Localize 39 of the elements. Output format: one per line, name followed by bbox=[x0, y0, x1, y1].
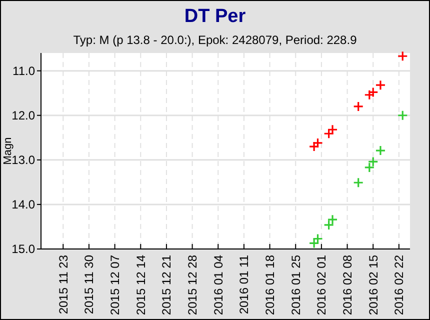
y-tick-label: 15.0 bbox=[12, 242, 36, 256]
x-tick-label: 2016 02 01 bbox=[314, 254, 329, 316]
point bbox=[353, 177, 364, 188]
x-tick-label: 2016 01 04 bbox=[211, 254, 226, 316]
point bbox=[364, 90, 375, 100]
point bbox=[375, 145, 386, 156]
y-tick-label: 13.0 bbox=[12, 153, 36, 168]
y-tick-label: 12.0 bbox=[12, 108, 36, 123]
x-tick-label: 2016 01 18 bbox=[262, 254, 277, 316]
x-tick-label: 2015 12 14 bbox=[134, 254, 148, 316]
x-tick-label: 2015 11 30 bbox=[82, 254, 96, 314]
x-tick-label: 2016 02 22 bbox=[392, 254, 406, 316]
point bbox=[327, 124, 338, 135]
point bbox=[327, 214, 338, 225]
x-tick-label: 2015 12 21 bbox=[160, 254, 174, 316]
point bbox=[308, 141, 320, 152]
point bbox=[324, 220, 334, 230]
x-tick-label: 2015 11 23 bbox=[56, 254, 70, 314]
chart-title: DT Per bbox=[184, 6, 246, 27]
y-tick-label: 14.0 bbox=[12, 198, 36, 212]
chart-subtitle: Typ: M (p 13.8 - 20.0:), Epok: 2428079, Period: 228.9 bbox=[73, 33, 358, 47]
point bbox=[312, 138, 324, 148]
point bbox=[375, 80, 386, 90]
point bbox=[368, 86, 378, 98]
point bbox=[368, 156, 378, 167]
x-tick-label: 2015 12 28 bbox=[185, 254, 200, 316]
x-tick-label: 2015 12 07 bbox=[108, 254, 122, 316]
point bbox=[397, 50, 408, 62]
y-tick-label: 11.0 bbox=[12, 64, 36, 78]
x-tick-label: 2016 01 25 bbox=[288, 254, 303, 316]
point bbox=[397, 110, 408, 121]
x-tick-label: 2016 02 15 bbox=[366, 254, 380, 316]
y-axis-title: Magn bbox=[2, 137, 14, 165]
point bbox=[308, 238, 320, 249]
x-tick-label: 2016 02 08 bbox=[340, 254, 354, 316]
point bbox=[312, 233, 324, 244]
x-tick-label: 2016 01 11 bbox=[237, 254, 252, 314]
point bbox=[353, 101, 364, 112]
point bbox=[364, 162, 375, 173]
